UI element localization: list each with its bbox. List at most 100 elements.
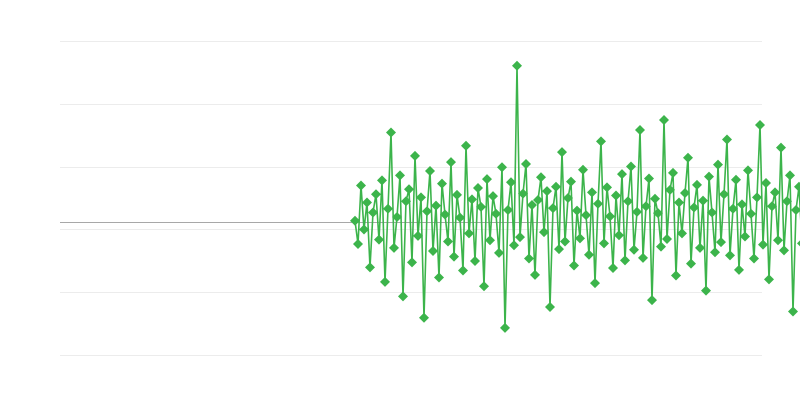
data-point-marker xyxy=(422,206,432,217)
data-point-marker xyxy=(596,136,606,147)
data-point-marker xyxy=(539,227,549,238)
data-point-marker xyxy=(656,241,666,252)
data-point-marker xyxy=(473,182,483,193)
data-point-marker xyxy=(590,278,600,289)
data-point-marker xyxy=(584,249,594,260)
data-point-marker xyxy=(704,171,714,182)
data-point-marker xyxy=(536,172,546,183)
data-point-marker xyxy=(668,167,678,178)
data-point-marker xyxy=(479,281,489,292)
data-point-marker xyxy=(362,197,372,208)
data-point-marker xyxy=(683,152,693,163)
data-point-marker xyxy=(734,264,744,275)
data-point-marker xyxy=(443,236,453,247)
data-point-marker xyxy=(623,196,633,207)
data-point-marker xyxy=(407,257,417,268)
data-point-marker xyxy=(770,187,780,198)
data-point-marker xyxy=(467,194,477,205)
data-point-marker xyxy=(551,181,561,192)
data-point-marker xyxy=(485,235,495,246)
data-point-marker xyxy=(746,208,756,219)
data-point-marker xyxy=(461,140,471,151)
data-point-marker xyxy=(593,198,603,209)
data-point-marker xyxy=(521,159,531,170)
data-point-marker xyxy=(635,125,645,136)
data-point-marker xyxy=(740,231,750,242)
data-point-marker xyxy=(638,252,648,263)
data-point-marker xyxy=(524,253,534,264)
data-point-marker xyxy=(560,236,570,247)
data-point-marker xyxy=(578,164,588,175)
data-point-marker xyxy=(527,199,537,210)
data-point-marker xyxy=(671,270,681,281)
data-point-marker xyxy=(497,162,507,173)
data-point-marker xyxy=(743,165,753,176)
data-point-marker xyxy=(701,285,711,296)
data-point-marker xyxy=(620,255,630,266)
data-point-marker xyxy=(518,188,528,199)
data-point-marker xyxy=(617,169,627,180)
data-point-marker xyxy=(737,199,747,210)
data-point-marker xyxy=(416,192,426,203)
data-point-marker xyxy=(647,295,657,306)
data-point-marker xyxy=(713,159,723,170)
data-point-marker xyxy=(428,245,438,256)
gridlines xyxy=(60,41,762,356)
data-point-marker xyxy=(515,232,525,243)
data-point-marker xyxy=(419,312,429,323)
data-point-marker xyxy=(386,127,396,138)
data-point-marker xyxy=(509,240,519,251)
data-point-marker xyxy=(626,161,636,172)
data-point-marker xyxy=(494,247,504,258)
data-point-marker xyxy=(401,196,411,207)
data-point-marker xyxy=(632,206,642,217)
data-point-marker xyxy=(395,170,405,181)
data-point-marker xyxy=(686,258,696,269)
data-point-marker xyxy=(470,256,480,267)
data-point-marker xyxy=(557,147,567,158)
data-point-marker xyxy=(437,178,447,189)
data-point-marker xyxy=(659,114,669,125)
data-point-marker xyxy=(530,269,540,280)
data-point-marker xyxy=(377,175,387,186)
data-point-marker xyxy=(404,184,414,195)
data-point-marker xyxy=(350,215,360,226)
data-point-marker xyxy=(455,212,465,223)
data-point-marker xyxy=(548,203,558,214)
data-point-marker xyxy=(677,228,687,239)
data-point-marker xyxy=(650,193,660,204)
data-point-marker xyxy=(764,274,774,285)
data-point-marker xyxy=(752,192,762,203)
data-point-marker xyxy=(440,209,450,220)
data-point-marker xyxy=(458,265,468,276)
data-point-marker xyxy=(491,208,501,219)
data-point-marker xyxy=(452,189,462,200)
data-point-marker xyxy=(353,239,363,250)
data-point-marker xyxy=(689,202,699,213)
data-point-marker xyxy=(602,182,612,193)
data-point-marker xyxy=(500,322,510,333)
data-point-marker xyxy=(542,186,552,197)
data-point-marker xyxy=(725,250,735,261)
data-point-marker xyxy=(599,238,609,249)
data-point-marker xyxy=(365,262,375,273)
data-point-marker xyxy=(563,193,573,204)
data-point-marker xyxy=(605,211,615,222)
data-point-marker xyxy=(569,260,579,271)
data-point-marker xyxy=(464,228,474,239)
data-point-marker xyxy=(791,205,800,216)
data-point-marker xyxy=(554,244,564,255)
data-point-marker xyxy=(356,180,366,191)
data-point-marker xyxy=(371,189,381,200)
data-point-marker xyxy=(767,201,777,212)
data-point-marker xyxy=(392,211,402,222)
data-point-marker xyxy=(731,174,741,185)
data-point-marker xyxy=(449,251,459,262)
data-point-marker xyxy=(710,247,720,258)
data-point-marker xyxy=(782,196,792,207)
data-point-marker xyxy=(446,157,456,168)
data-point-marker xyxy=(788,306,798,317)
data-point-marker xyxy=(581,210,591,221)
